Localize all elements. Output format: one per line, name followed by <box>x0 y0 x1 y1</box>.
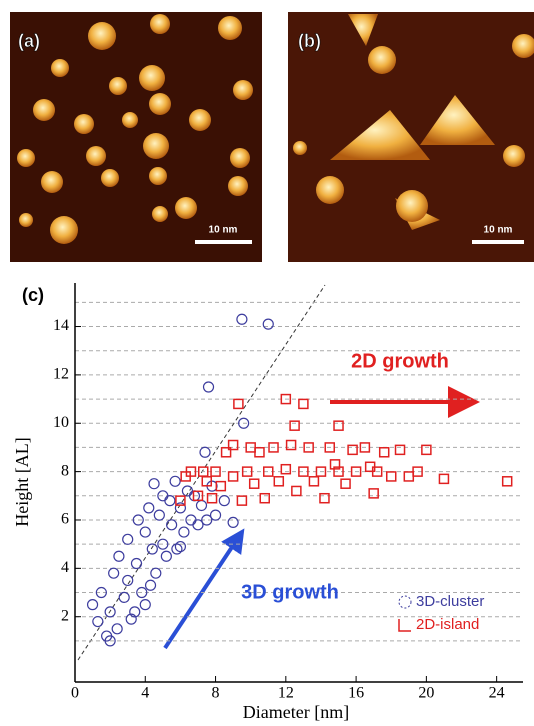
y-tick-label: 2 <box>61 607 69 624</box>
point <box>334 421 343 430</box>
point <box>281 465 290 474</box>
point <box>341 479 350 488</box>
point <box>208 494 217 503</box>
point <box>161 551 171 561</box>
legend-marker <box>399 619 411 631</box>
point <box>204 382 214 392</box>
panel-label: (b) <box>298 31 321 51</box>
page: {"images": [{"label": "(a)", "scale": "1… <box>0 0 534 726</box>
point <box>422 445 431 454</box>
annotation: 3D growth <box>241 581 339 603</box>
point <box>237 496 246 505</box>
point <box>369 489 378 498</box>
point <box>144 503 154 513</box>
y-tick-label: 8 <box>61 462 69 479</box>
point <box>309 477 318 486</box>
point <box>170 476 180 486</box>
point <box>140 600 150 610</box>
y-tick-label: 6 <box>61 511 69 528</box>
point <box>404 472 413 481</box>
point <box>229 472 238 481</box>
point <box>131 559 141 569</box>
point <box>250 479 259 488</box>
annotation: 2D growth <box>351 350 449 372</box>
point <box>200 447 210 457</box>
point <box>380 448 389 457</box>
point <box>260 494 269 503</box>
x-tick-label: 20 <box>418 685 434 702</box>
figure: (a) 10 nm (b) 10 nm (c) Diameter [nm] He… <box>0 0 534 726</box>
y-axis-label: Height [AL] <box>12 437 32 526</box>
point <box>151 568 161 578</box>
x-tick-label: 4 <box>141 685 149 702</box>
point <box>274 477 283 486</box>
point <box>290 421 299 430</box>
point <box>179 527 189 537</box>
panel-label: (a) <box>18 31 40 51</box>
point <box>439 474 448 483</box>
point <box>216 482 225 491</box>
point <box>109 568 119 578</box>
point <box>196 500 206 510</box>
x-tick-label: 24 <box>489 685 505 702</box>
point <box>167 520 177 530</box>
point <box>503 477 512 486</box>
x-tick-label: 0 <box>71 685 79 702</box>
panel-label: (c) <box>22 285 44 305</box>
point <box>234 399 243 408</box>
point <box>396 445 405 454</box>
point <box>219 496 229 506</box>
point <box>299 399 308 408</box>
point <box>172 544 182 554</box>
point <box>149 479 159 489</box>
legend-label: 3D-cluster <box>416 593 484 610</box>
point <box>292 486 301 495</box>
scatter-chart: (c) Diameter [nm] Height [AL] 2468101214… <box>12 283 523 722</box>
point <box>112 624 122 634</box>
point <box>140 527 150 537</box>
y-tick-label: 10 <box>53 414 69 431</box>
point <box>114 551 124 561</box>
x-tick-label: 16 <box>348 685 364 702</box>
stm-image-a: (a) 10 nm <box>10 12 262 262</box>
point <box>237 314 247 324</box>
x-tick-label: 12 <box>278 685 294 702</box>
x-axis-label: Diameter [nm] <box>243 702 349 722</box>
point <box>123 534 133 544</box>
point <box>211 510 221 520</box>
point <box>119 592 129 602</box>
y-tick-label: 12 <box>53 366 69 383</box>
legend-marker <box>399 596 411 608</box>
point <box>387 472 396 481</box>
point <box>154 510 164 520</box>
point <box>287 441 296 450</box>
point <box>165 496 175 506</box>
point <box>147 544 157 554</box>
point <box>146 580 156 590</box>
point <box>263 319 273 329</box>
point <box>320 494 329 503</box>
point <box>255 448 264 457</box>
point <box>175 542 185 552</box>
point <box>88 600 98 610</box>
x-tick-label: 8 <box>212 685 220 702</box>
arrow <box>165 535 240 648</box>
stm-image-b: (b) 10 nm <box>288 12 534 262</box>
guide-line <box>78 285 325 660</box>
scale-bar-label: 10 nm <box>209 225 238 236</box>
legend-label: 2D-island <box>416 616 479 633</box>
point <box>348 445 357 454</box>
point <box>93 617 103 627</box>
y-tick-label: 4 <box>61 559 69 576</box>
point <box>228 517 238 527</box>
scale-bar-label: 10 nm <box>484 225 513 236</box>
y-tick-label: 14 <box>53 317 69 334</box>
point <box>123 575 133 585</box>
